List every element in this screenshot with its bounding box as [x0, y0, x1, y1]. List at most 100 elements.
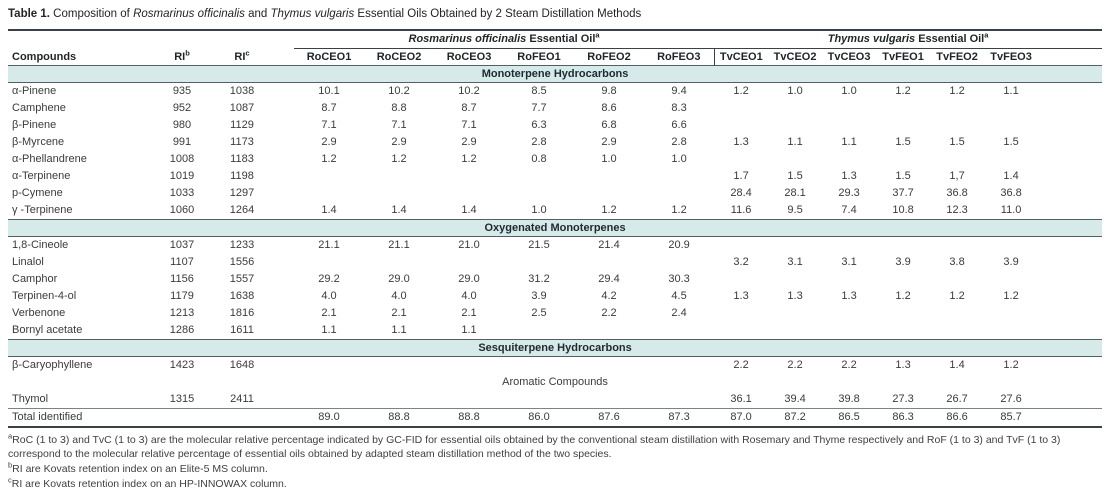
value-cell: [984, 237, 1038, 255]
table-row: Verbenone 1213 1816 2.1 2.1 2.1 2.5 2.2 2.4: [8, 305, 1102, 322]
value-cell: 1,7: [949, 170, 965, 182]
species-name: Thymus vulgaris: [270, 8, 355, 20]
compound-name-cell: p-Cymene: [12, 187, 63, 199]
ri-c-cell: 2411: [230, 393, 254, 405]
value-cell: [364, 357, 434, 375]
value-cell: 1.3: [787, 290, 803, 302]
footnote-c: cRI are Kovats retention index on an HP-…: [8, 475, 287, 490]
value-cell: [930, 271, 984, 288]
value-cell: 36.8: [946, 187, 968, 199]
value-cell: [364, 391, 434, 409]
value-cell: 1.2: [949, 290, 965, 302]
value-cell: [574, 322, 644, 340]
value-cell: [768, 322, 822, 340]
ri-b-cell: 935: [172, 85, 192, 97]
value-cell: 1.5: [895, 136, 911, 148]
table-row: Camphor 1156 1557 29.2 29.0 29.0 31.2 29.4 30.3: [8, 271, 1102, 288]
value-cell: 2.8: [531, 136, 547, 148]
value-cell: 3.8: [949, 256, 965, 268]
table-row: α-Pinene 935 1038 10.1 10.2 10.2 8.5 9.8 9.4 1.2 1…: [8, 83, 1102, 101]
footnotes: aRoC (1 to 3) and TvC (1 to 3) are the m…: [8, 432, 1102, 491]
gap-cell: [270, 357, 294, 375]
ri-c-cell: 1816: [229, 307, 255, 319]
footnote-b: bRI are Kovats retention index on an Eli…: [8, 460, 268, 475]
value-cell: [644, 185, 714, 202]
value-cell: 2.9: [601, 136, 617, 148]
value-cell: 8.6: [601, 102, 617, 114]
value-cell: 1.1: [461, 324, 477, 336]
value-cell: 7.4: [841, 204, 857, 216]
value-cell: [434, 357, 504, 375]
value-cell: 3.1: [841, 256, 857, 268]
col-header-tvfeo1: TvFEO1: [882, 51, 924, 63]
value-cell: [294, 391, 364, 409]
value-cell: 2.9: [461, 136, 477, 148]
value-cell: 1.2: [1003, 290, 1019, 302]
value-cell: 1.0: [671, 153, 687, 165]
col-header-rofeo2: RoFEO2: [587, 51, 631, 63]
compound-name-cell: Verbenone: [12, 307, 66, 319]
value-cell: [930, 305, 984, 322]
compound-name-cell: α-Phellandrene: [12, 153, 87, 165]
value-cell: [984, 322, 1038, 340]
value-cell: 8.7: [461, 102, 477, 114]
value-cell: 1.7: [733, 170, 749, 182]
group-header-row: Rosmarinus officinalis Essential Oila Th…: [8, 30, 1103, 49]
spacer-cell: [1038, 185, 1102, 202]
ri-b-cell: 1179: [170, 290, 194, 302]
value-cell: [930, 322, 984, 340]
spacer-cell: [1038, 151, 1102, 168]
value-cell: 2.8: [671, 136, 687, 148]
value-cell: 30.3: [668, 273, 690, 285]
ri-b-cell: 1033: [169, 187, 195, 199]
spacer-cell: [1038, 271, 1102, 288]
value-cell: 9.5: [787, 204, 803, 216]
value-cell: [294, 357, 364, 375]
value-cell: 11.0: [1000, 204, 1022, 216]
gap-cell: [270, 305, 294, 322]
gap-cell: [270, 254, 294, 271]
value-cell: [714, 151, 768, 168]
value-cell: 2.2: [733, 359, 749, 371]
value-cell: 1.2: [895, 85, 911, 97]
ri-c-cell: [214, 408, 270, 427]
gap-cell: [270, 391, 294, 409]
compound-name-cell: Total identified: [8, 408, 150, 427]
value-cell: 3.9: [1003, 256, 1019, 268]
value-cell: [364, 185, 434, 202]
col-header-ri-b: RIb: [174, 48, 190, 63]
value-cell: 1.2: [391, 153, 407, 165]
column-header-row: Compounds RIb RIc RoCEO1 RoCEO2 RoCEO3 R…: [8, 48, 1102, 66]
value-cell: [434, 168, 504, 185]
col-header-roceo1: RoCEO1: [306, 51, 352, 63]
ri-c-cell: 1129: [230, 119, 254, 131]
value-cell: 1.2: [1003, 359, 1019, 371]
col-header-gap: [270, 49, 294, 66]
spacer-cell: [1038, 305, 1102, 322]
ri-b-cell: 1213: [169, 307, 195, 319]
value-cell: 86.5: [822, 408, 877, 427]
table-row: α-Phellandrene 1008 1183 1.2 1.2 1.2 0.8 1.0 1.0: [8, 151, 1102, 168]
ri-b-cell: 1423: [169, 359, 195, 371]
spacer-cell: [1038, 391, 1102, 409]
ri-b-cell: 1315: [169, 393, 195, 405]
value-cell: 1.5: [1003, 136, 1019, 148]
value-cell: [294, 185, 364, 202]
value-cell: [822, 237, 876, 255]
value-cell: 6.3: [531, 119, 547, 131]
value-cell: [434, 391, 504, 409]
table-row: Linalol 1107 1556 3.2 3.1 3.1 3.9 3.8 3.9: [8, 254, 1102, 271]
ri-b-cell: 952: [172, 102, 192, 114]
group-header-thymus: Thymus vulgaris Essential Oila: [714, 30, 1103, 49]
ri-b-cell: 1060: [169, 204, 195, 216]
gap-cell: [270, 237, 294, 255]
value-cell: 3.9: [895, 256, 911, 268]
ri-c-cell: 1087: [229, 102, 255, 114]
gap-cell: [270, 168, 294, 185]
value-cell: [294, 168, 364, 185]
value-cell: 1.0: [787, 85, 803, 97]
value-cell: 2.1: [321, 307, 337, 319]
gap-cell: [270, 134, 294, 151]
value-cell: [822, 305, 876, 322]
value-cell: [876, 100, 930, 117]
